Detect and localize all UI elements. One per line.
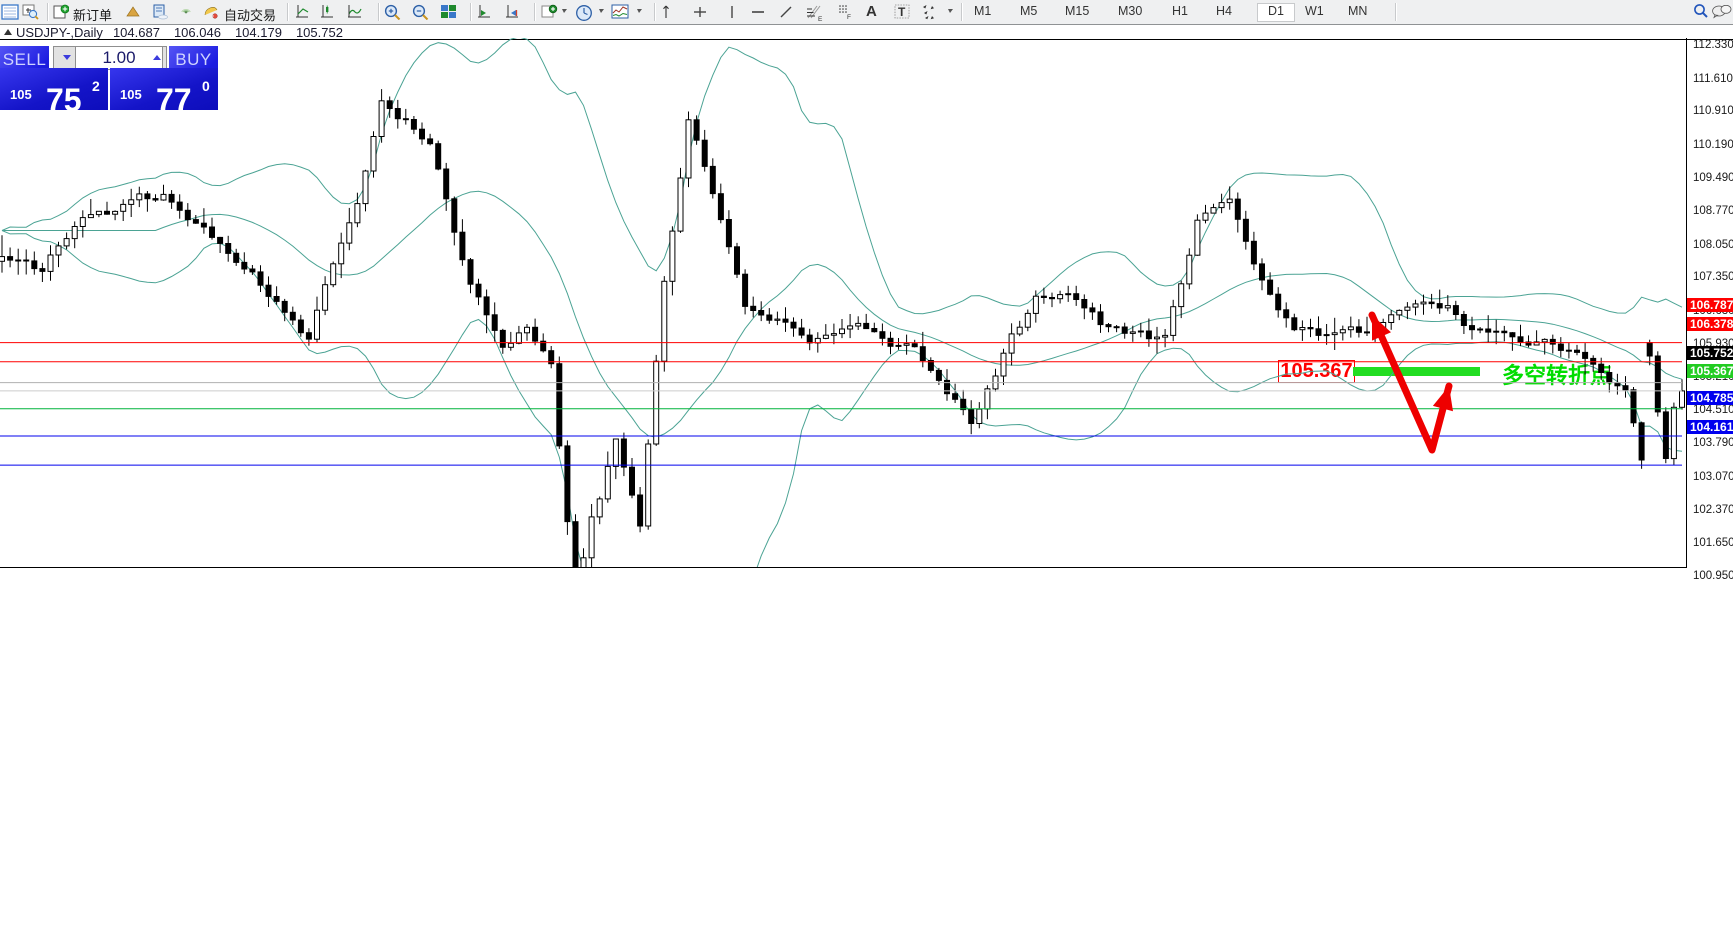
svg-text:E: E: [818, 16, 823, 22]
svg-text:T: T: [898, 5, 906, 19]
svg-text:A: A: [866, 3, 877, 20]
svg-text:F: F: [847, 14, 851, 20]
